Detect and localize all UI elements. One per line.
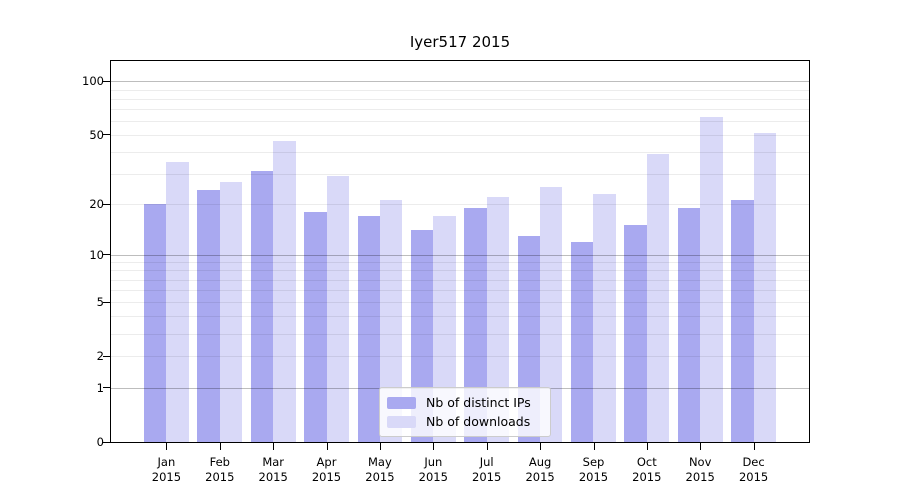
x-tick-label-apr: Apr 2015: [311, 455, 342, 484]
y-tick-label-5: 5: [96, 295, 104, 309]
chart-title: Iyer517 2015: [409, 33, 511, 51]
bar-ips-mar: [250, 171, 274, 442]
bar-ips-may: [357, 216, 380, 442]
x-tick-mar: [273, 443, 275, 450]
legend-row-0: Nb of distinct IPs: [387, 393, 542, 412]
bar-downloads-jan: [166, 161, 189, 442]
x-tick-jul: [486, 443, 488, 450]
x-tick-label-dec: Dec 2015: [738, 455, 769, 484]
y-tick-label-50: 50: [89, 127, 104, 142]
y-tick-label-20: 20: [89, 197, 104, 212]
x-tick-feb: [219, 443, 221, 450]
x-tick-label-jan: Jan 2015: [151, 455, 182, 484]
legend-label-1: Nb of downloads: [426, 414, 531, 429]
y-tick-label-1: 1: [96, 380, 104, 395]
bar-downloads-nov: [700, 116, 723, 442]
bar-ips-nov: [677, 207, 701, 442]
bar-ips-oct: [624, 225, 647, 442]
y-tick-label-100: 100: [82, 74, 104, 89]
bar-ips-sep: [571, 241, 594, 442]
legend-swatch-1: [387, 415, 416, 428]
bar-ips-apr: [304, 211, 327, 442]
x-tick-dec: [753, 443, 755, 450]
x-tick-label-sep: Sep 2015: [578, 455, 609, 484]
y-tick-100: [103, 80, 110, 82]
bar-downloads-aug: [540, 187, 563, 442]
y-tick-5: [103, 301, 110, 303]
x-tick-label-nov: Nov 2015: [685, 455, 715, 484]
bar-ips-jul: [464, 207, 487, 442]
y-tick-50: [103, 134, 110, 136]
bar-downloads-sep: [593, 193, 616, 442]
bar-downloads-feb: [219, 181, 243, 442]
x-tick-jan: [166, 443, 168, 450]
x-tick-label-may: May 2015: [365, 455, 395, 484]
y-tick-10: [103, 254, 110, 256]
legend: Nb of distinct IPs Nb of downloads: [379, 387, 551, 437]
legend-label-0: Nb of distinct IPs: [426, 395, 531, 410]
bar-downloads-jun: [433, 216, 456, 442]
bar-ips-dec: [731, 200, 754, 442]
bars-layer: [111, 61, 809, 442]
bar-downloads-oct: [646, 153, 670, 442]
x-tick-nov: [700, 443, 702, 450]
x-tick-label-mar: Mar 2015: [258, 455, 288, 484]
x-tick-label-oct: Oct 2015: [632, 455, 662, 484]
y-tick-label-0: 0: [96, 435, 104, 449]
y-tick-label-2: 2: [96, 349, 104, 364]
x-tick-sep: [593, 443, 595, 450]
y-tick-2: [103, 355, 110, 357]
x-tick-label-aug: Aug 2015: [525, 455, 555, 484]
legend-swatch-0: [387, 396, 416, 409]
y-tick-1: [103, 387, 110, 389]
y-tick-0: [103, 441, 110, 443]
bar-downloads-mar: [273, 141, 296, 442]
x-tick-label-feb: Feb 2015: [205, 455, 235, 484]
legend-row-1: Nb of downloads: [387, 412, 542, 431]
bar-downloads-may: [379, 200, 403, 442]
y-tick-label-10: 10: [89, 247, 104, 262]
bar-ips-feb: [197, 190, 220, 442]
bar-downloads-jul: [486, 196, 510, 442]
plot-area: Nb of distinct IPs Nb of downloads 0 1 2 5 10…: [82, 60, 810, 484]
y-tick-20: [103, 203, 110, 205]
bar-downloads-apr: [326, 176, 349, 442]
x-tick-jun: [433, 443, 435, 450]
bar-downloads-dec: [753, 133, 776, 442]
x-tick-label-jun: Jun 2015: [418, 455, 448, 484]
bar-ips-jan: [144, 204, 167, 442]
x-tick-apr: [326, 443, 328, 450]
x-tick-aug: [540, 443, 542, 450]
x-tick-oct: [646, 443, 648, 450]
x-tick-label-jul: Jul 2015: [472, 455, 502, 484]
x-tick-may: [379, 443, 381, 450]
